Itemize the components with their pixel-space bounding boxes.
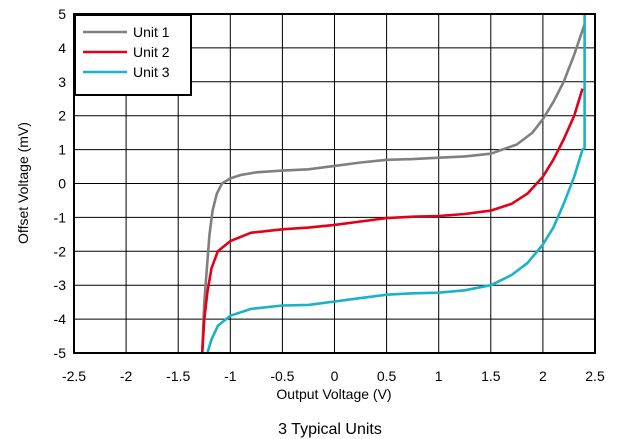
y-tick-label: -5: [54, 345, 67, 361]
y-tick-label: -4: [54, 311, 67, 327]
x-tick-label: 0.5: [377, 368, 397, 384]
y-tick-label: -2: [54, 243, 67, 259]
y-tick-label: 5: [58, 6, 66, 22]
x-tick-label: -2.5: [62, 368, 86, 384]
chart-caption: 3 Typical Units: [278, 421, 382, 438]
y-tick-labels: -5 -4 -3 -2 -1 0 1 2 3 4 5: [54, 6, 67, 361]
y-axis-label: Offset Voltage (mV): [15, 122, 31, 244]
x-tick-label: 2.5: [585, 368, 605, 384]
x-axis-label: Output Voltage (V): [276, 386, 391, 402]
series-lines: [200, 14, 586, 354]
y-tick-label: 4: [58, 40, 66, 56]
x-tick-label: -1.5: [166, 368, 190, 384]
y-tick-label: 2: [58, 108, 66, 124]
series-line-unit-2: [200, 88, 584, 354]
x-tick-label: -0.5: [270, 368, 294, 384]
x-tick-label: -1: [224, 368, 237, 384]
series-line-unit-1: [200, 23, 586, 354]
x-tick-label: 1.5: [481, 368, 501, 384]
legend: Unit 1 Unit 2 Unit 3: [74, 14, 192, 96]
x-tick-label: -2: [120, 368, 133, 384]
y-tick-label: -3: [54, 277, 67, 293]
y-tick-label: 0: [58, 176, 66, 192]
legend-label-unit-2: Unit 2: [133, 44, 170, 60]
series-line-unit-3: [206, 14, 586, 354]
x-tick-label: 0: [331, 368, 339, 384]
x-tick-label: 1: [435, 368, 443, 384]
y-tick-label: -1: [54, 209, 67, 225]
legend-label-unit-3: Unit 3: [133, 64, 170, 80]
x-tick-label: 2: [539, 368, 547, 384]
legend-box: [74, 14, 192, 96]
legend-label-unit-1: Unit 1: [133, 24, 170, 40]
x-tick-labels: -2.5 -2 -1.5 -1 -0.5 0 0.5 1 1.5 2 2.5: [62, 368, 605, 384]
y-tick-label: 3: [58, 74, 66, 90]
y-tick-label: 1: [58, 142, 66, 158]
plot-frame: [73, 13, 596, 354]
